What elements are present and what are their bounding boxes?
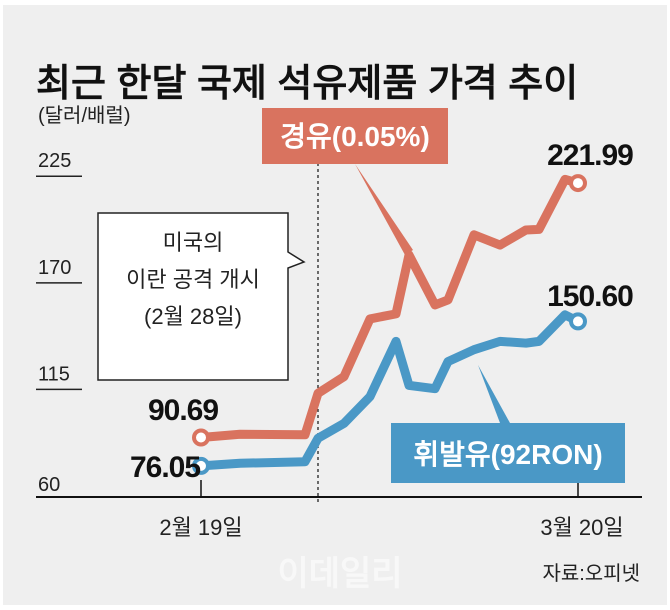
end-value-label: 150.60 [547, 280, 633, 313]
series-1: 휘발유(92RON) 76.05 150.60 [130, 280, 634, 484]
y-tick-label: 60 [38, 474, 60, 496]
series-line [196, 174, 583, 443]
end-value-label: 221.99 [547, 139, 633, 172]
data-point [569, 312, 587, 331]
series-label-box [391, 423, 625, 483]
data-point [192, 428, 210, 447]
data-point [192, 456, 210, 475]
annotation-text: 미국의 [163, 230, 224, 255]
annotation-text: 이란 공격 개시 [126, 267, 260, 292]
series-0: 경유(0.05%) 90.69 221.99 [148, 108, 634, 447]
series-label-leader [355, 164, 413, 255]
series-name-label: 휘발유(92RON) [413, 439, 602, 470]
start-value-label: 90.69 [148, 394, 218, 427]
annotation-callout-box [97, 212, 306, 381]
unit-label: (달러/배럴) [38, 104, 130, 127]
start-value-label: 76.05 [130, 451, 200, 484]
source-label: 자료:오피넷 [542, 562, 640, 585]
series-line [196, 310, 583, 471]
x-tick-label: 3월 20일 [540, 515, 623, 540]
series-name-label: 경유(0.05%) [280, 121, 430, 152]
data-point [569, 174, 587, 193]
series-label-leader [478, 365, 510, 423]
series-label-box [262, 108, 448, 164]
y-tick-label: 170 [38, 257, 71, 279]
chart-title: 최근 한달 국제 석유제품 가격 추이 [36, 63, 578, 105]
y-tick-label: 115 [38, 363, 70, 385]
annotation-text: (2월 28일) [144, 304, 242, 329]
watermark: 이데일리 [277, 555, 402, 593]
y-tick-label: 225 [38, 150, 71, 172]
x-tick-label: 2월 19일 [159, 515, 242, 540]
